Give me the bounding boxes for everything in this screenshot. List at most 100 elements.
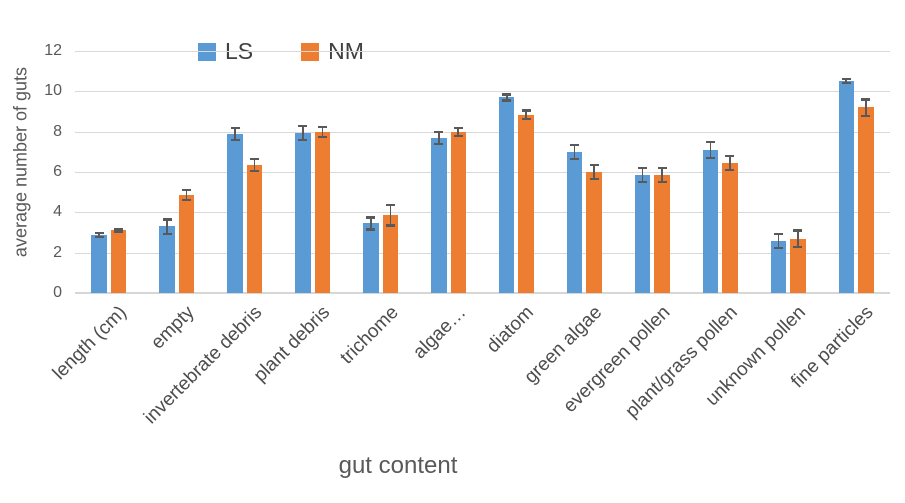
bar-ls-11 [838,81,855,293]
gridline [75,51,890,52]
error-bar-cap [705,140,715,143]
error-bar-cap [317,135,327,138]
error-bar-cap [841,82,851,85]
error-bar-cap [657,181,667,184]
bar-ls-8 [634,175,651,293]
bar-ls-2 [227,133,243,293]
gridline [75,172,890,173]
error-bar [437,131,440,144]
x-category-label: algae… [409,302,471,364]
error-bar-cap [94,231,104,234]
error-bar-cap [162,218,172,221]
error-bar-cap [657,166,667,170]
bar-nm-6 [518,114,534,293]
y-tick-label: 0 [53,284,62,301]
error-bar-cap [366,216,376,219]
error-bar-cap [773,232,783,235]
bar-ls-10 [770,240,787,293]
y-tick-label: 10 [44,82,62,100]
bar-ls-6 [498,97,515,293]
error-bar-cap [182,189,192,192]
error-bar-cap [521,117,531,120]
error-bar-cap [570,157,580,161]
error-bar-cap [453,126,463,129]
error-bar-cap [502,99,512,102]
bar-nm-8 [654,175,670,293]
y-tick-label: 4 [53,203,62,221]
error-bar-cap [502,93,512,96]
y-tick-label: 12 [44,42,62,59]
error-bar [457,127,460,136]
x-axis-line [75,292,890,294]
error-bar [709,141,712,158]
bar-ls-0 [91,234,107,293]
error-bar-cap [385,224,395,227]
bar-nm-7 [586,172,602,293]
error-bar-cap [317,125,327,128]
error-bar-cap [638,181,648,184]
error-bar-cap [725,154,735,158]
error-bar [864,99,867,116]
error-bar-cap [162,232,172,235]
error-bar-cap [521,109,531,112]
error-bar [185,190,188,201]
error-bar-cap [793,229,803,232]
error-bar-cap [250,157,260,161]
error-bar-cap [841,78,851,81]
error-bar [845,79,848,84]
error-bar-cap [250,169,260,173]
error-bar-cap [298,138,308,141]
error-bar-cap [434,142,444,145]
y-tick-label: 6 [53,163,62,180]
x-category-label: trichome [336,302,403,369]
bar-ls-1 [159,226,175,293]
error-bar-cap [725,168,735,172]
error-bar-cap [298,124,308,127]
error-bar-cap [453,134,463,137]
error-bar-cap [114,228,124,231]
bar-nm-9 [722,162,738,293]
error-bar [661,167,663,183]
error-bar [777,233,780,248]
error-bar-cap [638,166,648,170]
error-bar-cap [570,143,580,146]
gridline [75,91,890,93]
bar-ls-7 [566,151,583,293]
x-axis-title: gut content [338,452,458,479]
error-bar [234,127,236,140]
error-bar [302,125,304,140]
bar-nm-5 [450,131,467,293]
y-tick-label: 2 [53,243,62,261]
error-bar [593,164,595,180]
x-category-label: length (cm) [48,302,131,385]
bar-ls-5 [431,137,447,293]
error-bar [505,94,508,101]
error-bar-cap [434,130,444,133]
gridline [75,252,890,254]
error-bar [641,167,644,183]
y-tick-label: 8 [53,122,62,140]
error-bar-cap [366,228,376,231]
gridline [75,212,890,214]
error-bar [729,155,731,170]
error-bar [525,110,527,119]
bar-ls-3 [295,132,311,293]
x-category-label: empty [147,302,199,354]
x-category-label: diatom [483,302,539,358]
error-bar-cap [114,230,124,233]
bar-ls-4 [363,223,379,293]
error-bar [573,144,576,159]
error-bar [389,205,392,226]
error-bar-cap [773,246,783,249]
error-bar-cap [861,114,871,117]
error-bar-cap [793,245,803,248]
error-bar-cap [182,199,192,202]
error-bar [797,230,799,247]
error-bar-cap [230,126,240,129]
gridline [75,131,890,133]
error-bar [321,126,324,137]
bar-nm-3 [314,131,331,293]
error-bar [98,232,100,237]
